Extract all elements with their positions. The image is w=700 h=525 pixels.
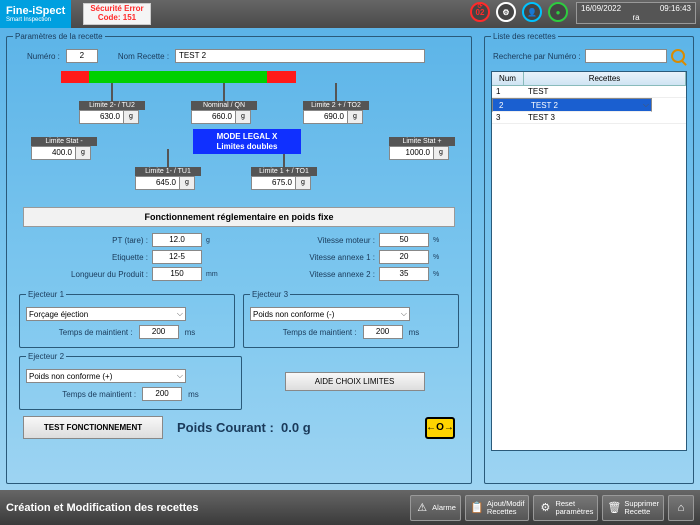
limit-statm: Limite Stat -400.0g [31, 137, 97, 160]
main-area: Paramètres de la recette Numéro : 2 Nom … [0, 28, 700, 490]
table-row[interactable]: 1TEST [492, 86, 686, 98]
search-input[interactable] [585, 49, 667, 63]
limit-tu1-input[interactable]: 645.0 [135, 176, 179, 190]
security-error-badge: Sécurité Error Code: 151 [83, 3, 150, 25]
status-ok-icon[interactable]: ● [548, 2, 568, 22]
test-function-button[interactable]: TEST FONCTIONNEMENT [23, 416, 163, 439]
limit-tu2-input[interactable]: 630.0 [79, 110, 123, 124]
ejector-3: Ejecteur 3 Poids non conforme (-) Temps … [243, 290, 459, 348]
machine-icon[interactable]: ⚙ [496, 2, 516, 22]
list-legend: Liste des recettes [491, 32, 558, 41]
home-button[interactable]: ⌂ [668, 495, 694, 521]
recipe-list-fieldset: Liste des recettes Recherche par Numéro … [484, 32, 694, 484]
numero-label: Numéro : [27, 52, 60, 61]
date-text: 16/09/2022 [581, 4, 621, 13]
datetime-box: 16/09/2022 09:16:43 ra [576, 2, 696, 24]
ej1-select[interactable]: Forçage éjection [26, 307, 186, 321]
numero-input[interactable]: 2 [66, 49, 98, 63]
tolerance-bar [61, 71, 417, 83]
table-row[interactable]: 3TEST 3 [492, 112, 686, 124]
limit-to1-input[interactable]: 675.0 [251, 176, 295, 190]
limit-tu2: Limite 2- / TU2630.0g [79, 101, 145, 124]
header-bar: Fine-iSpect Smart Inspection Sécurité Er… [0, 0, 700, 28]
nom-label: Nom Recette : [118, 52, 169, 61]
ejectors-row2: Ejecteur 2 Poids non conforme (+) Temps … [19, 352, 459, 410]
ej2-select[interactable]: Poids non conforme (+) [26, 369, 186, 383]
home-icon: ⌂ [674, 501, 688, 515]
ejectors-row1: Ejecteur 1 Forçage éjection Temps de mai… [19, 290, 459, 348]
help-limits-button[interactable]: AIDE CHOIX LIMITES [285, 372, 425, 391]
search-icon[interactable] [671, 49, 685, 63]
limit-to2-input[interactable]: 690.0 [303, 110, 347, 124]
regulation-banner: Fonctionnement réglementaire en poids fi… [23, 207, 455, 227]
table-row[interactable]: 2TEST 2 [492, 98, 652, 112]
footer-btn-ajout-modif-recettes[interactable]: 📋Ajout/Modif Recettes [465, 495, 530, 521]
user-text: ra [632, 13, 639, 22]
current-weight-value: 0.0 g [281, 420, 311, 435]
limit-qn: Nominal / QN660.0g [191, 101, 257, 124]
limit-to2: Limite 2 + / TO2690.0g [303, 101, 369, 124]
header-status-icons: ⟳02 ⚙ 👤 ● [470, 2, 568, 22]
counter-icon[interactable]: ⟳02 [470, 2, 490, 22]
limits-diagram: Limite 2- / TU2630.0g Nominal / QN660.0g L… [19, 71, 459, 201]
brand-logo: Fine-iSpect Smart Inspection [0, 0, 71, 28]
footer-btn-alarme[interactable]: ⚠Alarme [410, 495, 461, 521]
footer-btn-supprimer-recette[interactable]: 🗑Supprimer Recette [602, 495, 664, 521]
recipe-params-fieldset: Paramètres de la recette Numéro : 2 Nom … [6, 32, 472, 484]
time-text: 09:16:43 [660, 4, 691, 13]
search-label: Recherche par Numéro : [493, 52, 581, 61]
nom-input[interactable]: TEST 2 [175, 49, 425, 63]
col-recettes: Recettes [524, 72, 686, 85]
ej1-hold-input[interactable]: 200 [139, 325, 179, 339]
ej3-hold-input[interactable]: 200 [363, 325, 403, 339]
limit-statm-input[interactable]: 400.0 [31, 146, 75, 160]
user-icon[interactable]: 👤 [522, 2, 542, 22]
footer-bar: Création et Modification des recettes ⚠A… [0, 490, 700, 525]
footer-title: Création et Modification des recettes [6, 502, 406, 514]
col-num: Num [492, 72, 524, 85]
ej3-select[interactable]: Poids non conforme (-) [250, 307, 410, 321]
bottom-row: TEST FONCTIONNEMENT Poids Courant : 0.0 … [23, 416, 455, 439]
limit-to1: Limite 1 + / TO1675.0g [251, 167, 317, 190]
ejector-1: Ejecteur 1 Forçage éjection Temps de mai… [19, 290, 235, 348]
mid-params: PT (tare) :12.0gEtiquette :12-5Longueur … [27, 233, 451, 284]
footer-btn-reset-param-tres[interactable]: ⚙Reset paramètres [533, 495, 598, 521]
limit-statp: Limite Stat +1000.0g [389, 137, 455, 160]
ej2-hold-input[interactable]: 200 [142, 387, 182, 401]
tare-zero-button[interactable]: ←O→ [425, 417, 455, 439]
limit-qn-input[interactable]: 660.0 [191, 110, 235, 124]
mode-legal-box[interactable]: MODE LEGAL X Limites doubles [193, 129, 301, 154]
current-weight-label: Poids Courant : 0.0 g [177, 420, 311, 435]
params-legend: Paramètres de la recette [13, 32, 105, 41]
limit-tu1: Limite 1- / TU1645.0g [135, 167, 201, 190]
ejector-2: Ejecteur 2 Poids non conforme (+) Temps … [19, 352, 242, 410]
limit-statp-input[interactable]: 1000.0 [389, 146, 433, 160]
recipe-table: NumRecettes 1TEST2TEST 23TEST 3 [491, 71, 687, 451]
